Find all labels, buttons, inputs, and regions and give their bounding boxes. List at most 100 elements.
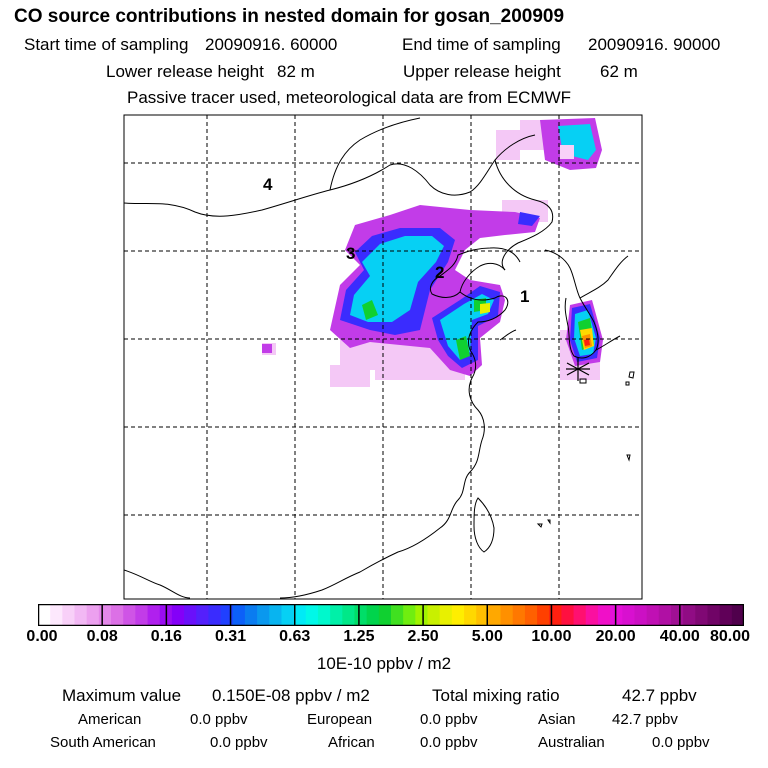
color-cell	[451, 604, 465, 626]
color-cell	[378, 604, 392, 626]
color-cell	[439, 604, 453, 626]
region-name: Asian	[538, 711, 576, 728]
color-cell	[281, 604, 295, 626]
region-value: 0.0 ppbv	[210, 734, 268, 751]
color-cell	[597, 604, 611, 626]
receptor-asterisk-marker	[566, 357, 590, 381]
color-cell	[86, 604, 100, 626]
color-cell	[719, 604, 733, 626]
upper-release-value: 62 m	[600, 62, 638, 81]
color-cell	[366, 604, 380, 626]
color-cell	[476, 604, 489, 626]
max-value: 0.150E-08 ppbv / m2	[212, 686, 370, 705]
color-scale-bar	[38, 604, 744, 626]
color-cell	[561, 604, 574, 626]
region-name: African	[328, 734, 375, 751]
map-frame	[123, 114, 643, 600]
color-cell	[634, 604, 648, 626]
color-scale-tick-label: 0.16	[150, 628, 182, 645]
color-cell	[500, 604, 514, 626]
color-bar-frame	[38, 604, 744, 626]
color-cell	[74, 604, 88, 626]
color-cell	[488, 604, 501, 626]
color-cell	[62, 604, 75, 626]
color-cell	[537, 604, 550, 626]
pale-cell	[560, 145, 574, 159]
color-scale-unit: 10E-10 ppbv / m2	[316, 654, 452, 673]
color-cell	[573, 604, 587, 626]
color-cell	[147, 604, 161, 626]
region-label-3: 3	[346, 244, 355, 263]
lower-release-value: 82 m	[277, 62, 315, 81]
region-name: South American	[50, 734, 156, 751]
source-contribution-map: 1 2 3 4	[123, 114, 643, 600]
color-cell	[585, 604, 599, 626]
color-cell	[244, 604, 258, 626]
region-value: 0.0 ppbv	[652, 734, 710, 751]
color-cell	[695, 604, 708, 626]
color-scale-tick-label: 40.00	[659, 628, 700, 645]
color-scale-tick-label: 80.00	[709, 628, 751, 645]
color-cell	[257, 604, 270, 626]
color-cell	[646, 604, 660, 626]
color-scale-tick-label: 1.25	[343, 628, 375, 645]
color-cell	[622, 604, 635, 626]
color-cell	[111, 604, 124, 626]
concentration-field	[124, 115, 642, 599]
upper-release-label: Upper release height	[403, 62, 561, 81]
color-cell	[683, 604, 696, 626]
color-cell	[232, 604, 246, 626]
region-label-4: 4	[263, 175, 273, 194]
plot-title: CO source contributions in nested domain…	[14, 6, 565, 27]
color-cell	[354, 604, 368, 626]
color-cell	[38, 604, 51, 626]
max-value-label: Maximum value	[62, 686, 182, 705]
color-cell	[342, 604, 355, 626]
end-time-value: 20090916. 90000	[588, 35, 721, 54]
color-scale-tick-label: 20.00	[595, 628, 636, 645]
color-cell	[403, 604, 416, 626]
total-mixing-label: Total mixing ratio	[432, 686, 560, 705]
color-cell	[305, 604, 319, 626]
total-mixing-value: 42.7 ppbv	[622, 686, 697, 705]
color-scale-tick-label: 0.00	[26, 628, 58, 645]
region-label-2: 2	[435, 263, 444, 282]
color-cell	[549, 604, 562, 626]
end-time-label: End time of sampling	[402, 35, 561, 54]
color-scale-tick-label: 10.00	[531, 628, 572, 645]
color-cell	[171, 604, 185, 626]
region-name: European	[307, 711, 373, 728]
lower-release-label: Lower release height	[106, 62, 264, 81]
color-scale-tick-label: 2.50	[407, 628, 439, 645]
color-cell	[330, 604, 343, 626]
color-cell	[707, 604, 721, 626]
color-cell	[269, 604, 282, 626]
color-cell	[123, 604, 136, 626]
color-cell	[317, 604, 331, 626]
color-cell	[524, 604, 538, 626]
region-value: 42.7 ppbv	[612, 711, 678, 728]
color-cell	[670, 604, 684, 626]
color-cell	[208, 604, 221, 626]
color-cell	[658, 604, 672, 626]
color-scale-tick-label: 0.31	[214, 628, 247, 645]
color-cell	[415, 604, 428, 626]
region-value: 0.0 ppbv	[420, 734, 478, 751]
color-cell	[391, 604, 404, 626]
color-scale-tick-label: 5.00	[471, 628, 503, 645]
color-scale-tick-label: 0.08	[86, 628, 118, 645]
color-scale-tick-label: 0.63	[279, 628, 311, 645]
region-name: American	[78, 711, 142, 728]
color-cell	[196, 604, 209, 626]
start-time-value: 20090916. 60000	[205, 35, 338, 54]
color-cell	[427, 604, 441, 626]
coastlines	[124, 117, 629, 599]
region-value: 0.0 ppbv	[420, 711, 478, 728]
region-name: Australian	[538, 734, 605, 751]
region-label-1: 1	[520, 287, 529, 306]
color-cell	[464, 604, 477, 626]
lat-lon-grid	[124, 115, 642, 599]
region-value: 0.0 ppbv	[190, 711, 248, 728]
start-time-label: Start time of sampling	[24, 35, 189, 54]
color-cell	[731, 604, 744, 626]
